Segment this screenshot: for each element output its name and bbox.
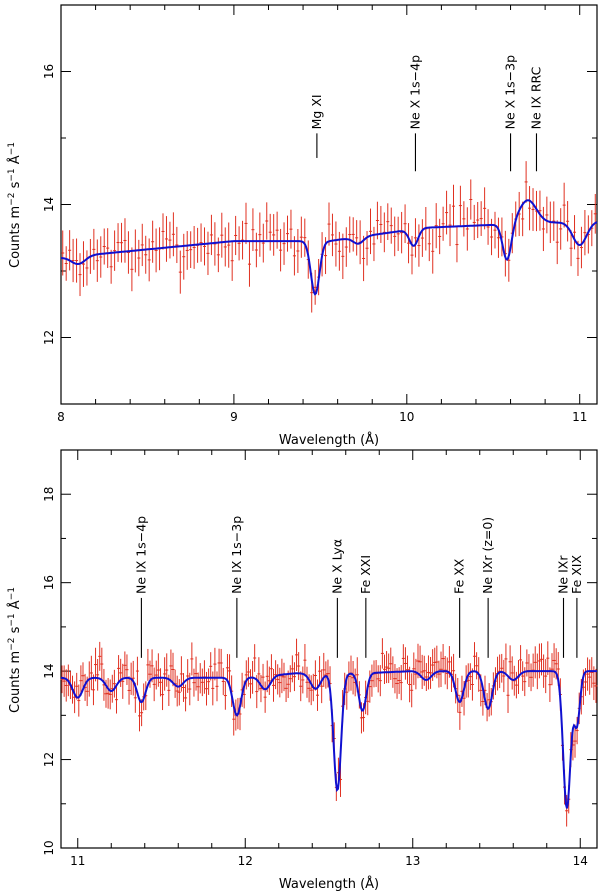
y-tick-label-bottom: 10 — [42, 840, 56, 855]
x-axis-label-bottom: Wavelength (Å) — [279, 876, 379, 892]
y-label-m-exp-top: −2 — [7, 193, 17, 206]
y-tick-label-top: 16 — [42, 64, 56, 79]
line-labels-bottom: Ne IX 1s−4p Ne IX 1s−3p Ne X Lyα Fe XXI Fe X… — [133, 516, 584, 658]
x-axis-label-top: Wavelength (Å) — [279, 432, 379, 448]
y-label-m-exp-bottom: −2 — [7, 638, 17, 651]
y-tick-label-bottom: 14 — [42, 663, 56, 678]
line-label-bottom: Ne IXr — [556, 555, 571, 594]
y-tick-label-bottom: 12 — [42, 752, 56, 767]
ticks-bottom: 11 12 13 14 10 12 14 16 18 — [42, 449, 597, 868]
y-label-counts-bottom: Counts m — [8, 651, 23, 713]
line-label-bottom: Ne IXr (z=0) — [480, 517, 495, 594]
x-tick-label-top: 9 — [230, 410, 238, 424]
y-label-a-top: Å — [7, 155, 23, 168]
line-labels-top: Mg XI Ne X 1s−4p Ne X 1s−3p Ne IX RRC — [309, 55, 543, 172]
x-tick-label-bottom: 13 — [405, 854, 420, 868]
data-errorbars-bottom — [60, 638, 598, 827]
line-label-bottom: Ne IX 1s−4p — [133, 516, 148, 594]
x-tick-label-bottom: 14 — [573, 854, 588, 868]
x-tick-label-top: 8 — [57, 410, 65, 424]
y-tick-label-bottom: 18 — [42, 487, 56, 502]
y-label-s-bottom: s — [8, 626, 23, 637]
plot-frame-bottom — [60, 449, 598, 849]
y-axis-label-top: Counts m−2 s−1 Å−1 — [7, 142, 23, 268]
y-tick-label-bottom: 16 — [42, 575, 56, 590]
panel-bottom: 11 12 13 14 10 12 14 16 18 Ne IX 1s−4p Ne IX 1s−3… — [7, 449, 598, 892]
y-label-a-exp-top: −1 — [7, 142, 17, 155]
y-tick-label-top: 14 — [42, 197, 56, 212]
data-errorbars-top — [61, 161, 597, 313]
y-tick-label-top: 12 — [42, 330, 56, 345]
line-label-bottom: Ne X Lyα — [329, 539, 344, 594]
panel-top: 8 9 10 11 12 14 16 Mg XI Ne X 1s−4p Ne X 1s−3p Ne… — [7, 4, 598, 448]
y-label-s-exp-top: −1 — [7, 168, 17, 181]
line-label-bottom: Ne IX 1s−3p — [229, 516, 244, 594]
line-label-top: Ne IX RRC — [528, 66, 543, 129]
x-tick-label-top: 10 — [399, 410, 414, 424]
line-label-bottom: Fe XX — [452, 558, 467, 594]
y-label-a-bottom: Å — [7, 600, 23, 613]
line-label-top: Ne X 1s−3p — [503, 55, 518, 129]
x-tick-label-top: 11 — [572, 410, 587, 424]
line-label-top: Mg XI — [309, 94, 324, 129]
model-curve-top — [61, 199, 598, 296]
ticks-top: 8 9 10 11 12 14 16 — [42, 4, 597, 424]
x-tick-label-bottom: 11 — [70, 854, 85, 868]
line-label-top: Ne X 1s−4p — [407, 55, 422, 129]
y-label-a-exp-bottom: −1 — [7, 587, 17, 600]
y-label-s-exp-bottom: −1 — [7, 613, 17, 626]
model-curve-bottom — [60, 670, 597, 809]
line-label-bottom: Fe XXI — [358, 555, 373, 594]
y-label-counts-top: Counts m — [8, 206, 23, 268]
y-label-s-top: s — [8, 181, 23, 192]
line-label-bottom: Fe XIX — [569, 555, 584, 594]
x-tick-label-bottom: 12 — [238, 854, 253, 868]
y-axis-label-bottom: Counts m−2 s−1 Å−1 — [7, 587, 23, 713]
